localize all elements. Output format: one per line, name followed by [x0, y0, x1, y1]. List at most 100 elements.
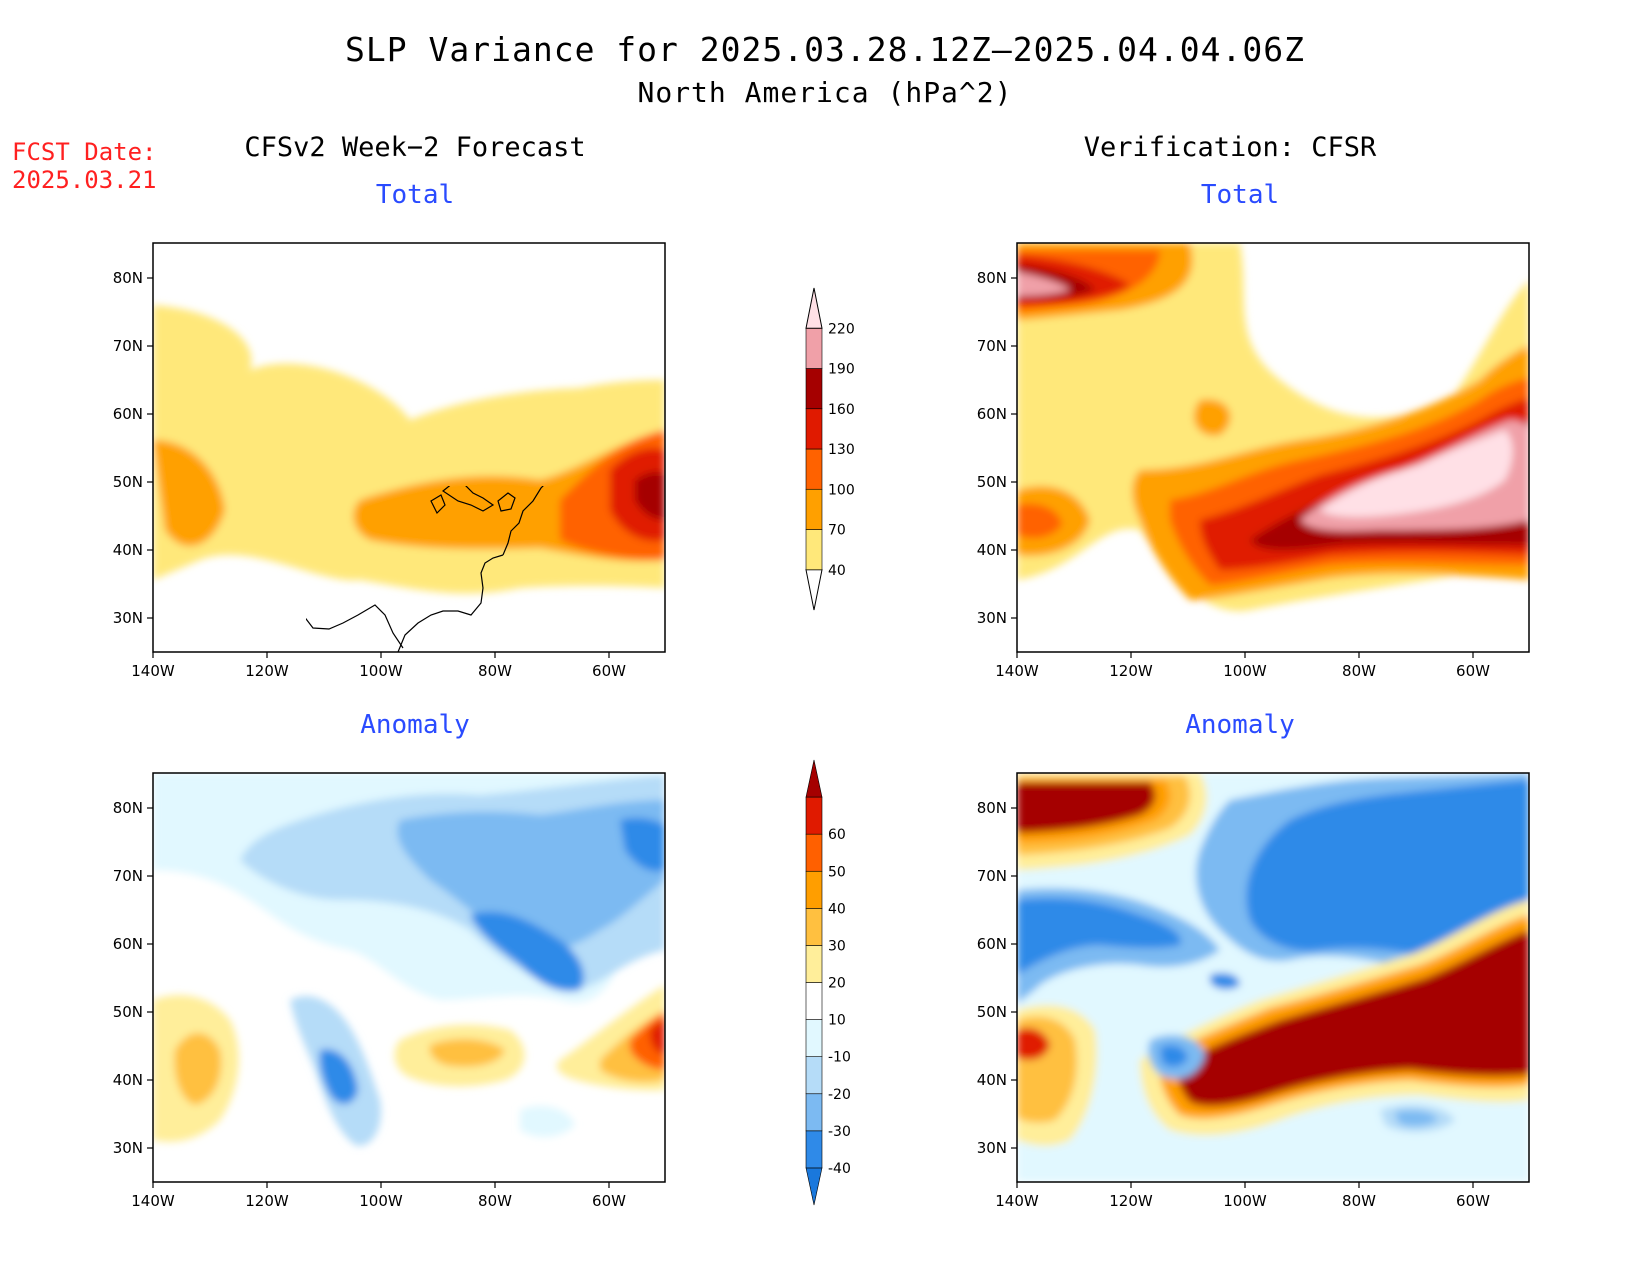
lat-tick-label: 80N: [113, 799, 143, 817]
forecast-anomaly-map: [152, 772, 666, 1183]
lon-tick-label: 100W: [359, 662, 403, 680]
lat-tick-label: 80N: [113, 269, 143, 287]
lat-tick-label: 50N: [113, 473, 143, 491]
chart-subtitle: North America (hPa^2): [637, 76, 1013, 109]
forecast-column-header: CFSv2 Week−2 Forecast: [244, 132, 586, 163]
colorbar-label: -10: [828, 1050, 851, 1066]
colorbar-label: -40: [828, 1161, 851, 1177]
lon-tick-label: 100W: [1223, 1192, 1267, 1210]
lon-tick-label: 80W: [1342, 662, 1376, 680]
verification-total-map: [1016, 242, 1530, 653]
colorbar-label: -30: [828, 1124, 851, 1140]
forecast-date-label: FCST Date:: [12, 138, 157, 166]
lon-tick-label: 80W: [1342, 1192, 1376, 1210]
colorbar-swatch: [805, 1056, 823, 1095]
lat-tick-label: 70N: [977, 867, 1007, 885]
lat-tick-label: 60N: [113, 405, 143, 423]
colorbar-label: 220: [828, 321, 855, 337]
colorbar-swatch: [805, 529, 823, 571]
lon-tick-label: 60W: [1456, 1192, 1490, 1210]
lat-tick-label: 60N: [977, 405, 1007, 423]
panel-title-verification-anomaly: Anomaly: [1185, 710, 1295, 740]
lon-tick-label: 100W: [359, 1192, 403, 1210]
colorbar-bottom-arrow: [805, 569, 823, 611]
verification-column-header: Verification: CFSR: [1083, 132, 1377, 163]
colorbar-label: 60: [828, 827, 846, 843]
lat-tick-label: 40N: [977, 541, 1007, 559]
lat-tick-label: 80N: [977, 799, 1007, 817]
colorbar-swatch: [805, 368, 823, 410]
colorbar-top-arrow: [805, 759, 823, 798]
lat-tick-label: 30N: [977, 609, 1007, 627]
colorbar-swatch: [805, 327, 823, 369]
colorbar-label: 10: [828, 1013, 846, 1029]
colorbar-label: 50: [828, 864, 846, 880]
colorbar-swatch: [805, 833, 823, 872]
forecast-date: FCST Date: 2025.03.21: [12, 138, 157, 194]
lon-tick-label: 60W: [592, 1192, 626, 1210]
lon-tick-label: 120W: [1109, 1192, 1153, 1210]
colorbar-swatch: [805, 982, 823, 1020]
lon-tick-label: 140W: [995, 662, 1039, 680]
colorbar-label: 190: [828, 362, 855, 378]
forecast-total-map: [152, 242, 666, 653]
lat-tick-label: 30N: [113, 609, 143, 627]
lon-tick-label: 140W: [131, 662, 175, 680]
colorbar-swatch: [805, 1093, 823, 1132]
anomaly-colorbar: -40 -30 -20 -10 10 20 30 40 50 60: [805, 759, 851, 1206]
colorbar-label: 70: [828, 523, 846, 539]
lon-tick-label: 140W: [131, 1192, 175, 1210]
colorbar-label: 160: [828, 402, 855, 418]
lon-tick-label: 100W: [1223, 662, 1267, 680]
lat-tick-label: 70N: [113, 867, 143, 885]
colorbar-swatch: [805, 1130, 823, 1169]
panel-title-verification-total: Total: [1200, 180, 1280, 210]
lat-tick-label: 40N: [977, 1071, 1007, 1089]
lon-tick-label: 120W: [245, 1192, 289, 1210]
colorbar-label: -20: [828, 1087, 851, 1103]
lon-tick-label: 120W: [245, 662, 289, 680]
lat-tick-label: 40N: [113, 1071, 143, 1089]
colorbar-swatch: [805, 488, 823, 530]
forecast-date-value: 2025.03.21: [12, 166, 157, 194]
verification-anomaly-map: [1016, 772, 1530, 1183]
lat-tick-label: 70N: [113, 337, 143, 355]
lat-tick-label: 50N: [113, 1003, 143, 1021]
lon-tick-label: 60W: [1456, 662, 1490, 680]
lat-tick-label: 70N: [977, 337, 1007, 355]
lon-tick-label: 80W: [478, 1192, 512, 1210]
colorbar-swatch: [805, 1019, 823, 1057]
colorbar-swatch: [805, 448, 823, 490]
lat-tick-label: 40N: [113, 541, 143, 559]
colorbar-swatch: [805, 796, 823, 835]
colorbar-label: 40: [828, 901, 846, 917]
colorbar-label: 20: [828, 976, 846, 992]
lon-tick-label: 120W: [1109, 662, 1153, 680]
colorbar-label: 100: [828, 482, 855, 498]
colorbar-label: 40: [828, 563, 846, 579]
colorbar-label: 30: [828, 938, 846, 954]
colorbar-swatch: [805, 945, 823, 983]
lat-tick-label: 60N: [113, 935, 143, 953]
lat-tick-label: 80N: [977, 269, 1007, 287]
colorbar-bottom-arrow: [805, 1167, 823, 1206]
lon-tick-label: 60W: [592, 662, 626, 680]
colorbar-swatch: [805, 870, 823, 909]
colorbar-swatch: [805, 408, 823, 450]
map-axes: 80N 70N 60N 50N 40N 30N 140W 120W 100W 80W 60W 80N 7…: [113, 269, 1490, 1210]
lat-tick-label: 30N: [113, 1139, 143, 1157]
lon-tick-label: 140W: [995, 1192, 1039, 1210]
lat-tick-label: 50N: [977, 1003, 1007, 1021]
panel-title-forecast-total: Total: [375, 180, 455, 210]
colorbar-top-arrow: [805, 287, 823, 329]
colorbar-swatch: [805, 908, 823, 946]
total-colorbar: 40 70 100 130 160 190 220: [805, 287, 855, 611]
chart-title: SLP Variance for 2025.03.28.12Z–2025.04.…: [345, 30, 1305, 69]
lat-tick-label: 60N: [977, 935, 1007, 953]
panel-title-forecast-anomaly: Anomaly: [360, 710, 470, 740]
lon-tick-label: 80W: [478, 662, 512, 680]
lat-tick-label: 30N: [977, 1139, 1007, 1157]
colorbar-label: 130: [828, 442, 855, 458]
lat-tick-label: 50N: [977, 473, 1007, 491]
